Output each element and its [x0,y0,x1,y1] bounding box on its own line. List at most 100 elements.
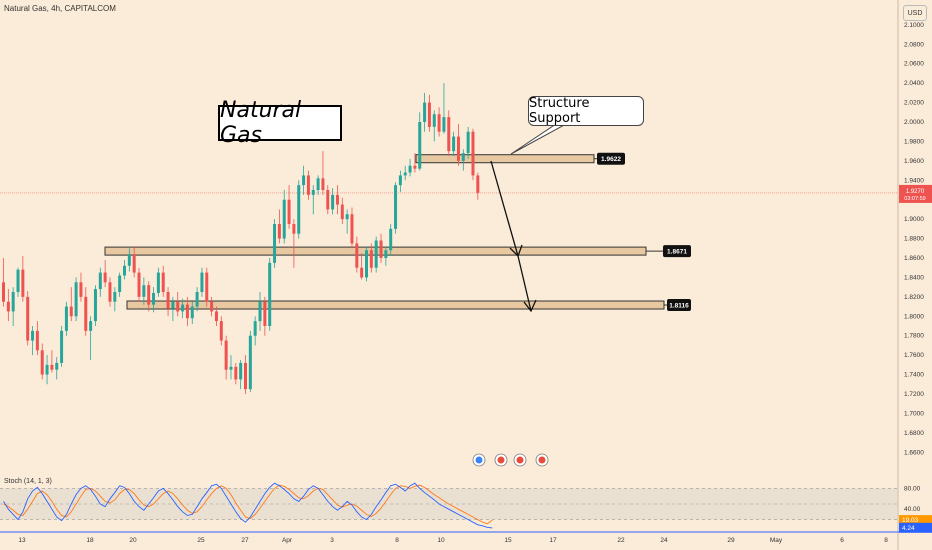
candle-body [302,175,306,186]
candle-body [79,282,83,297]
candle-body [98,272,102,290]
candle-body [273,224,277,263]
y-tick-label: 1.7200 [904,391,924,398]
candle-body [282,199,286,239]
y-tick-label: 1.8400 [904,274,924,281]
candle-body [195,292,199,307]
candle-body [147,285,151,305]
candle-body [292,224,296,234]
structure-support-callout: Structure Support [528,96,644,126]
level-label: 1.8116 [669,303,689,310]
candle-body [234,366,238,380]
y-tick-label: 2.0600 [904,61,924,68]
x-tick-label: 18 [86,537,94,544]
candle-body [258,301,262,322]
candle-body [239,362,243,380]
event-icon-fill [516,456,524,464]
stoch-k-value: 4.24 [902,525,915,532]
stoch-level-label: 40.00 [904,506,921,513]
callout-tail [510,123,567,155]
x-tick-label: 27 [241,537,249,544]
stoch-level-label: 80.00 [904,485,921,492]
candle-body [50,364,54,370]
candle-body [340,204,344,220]
candle-body [205,272,209,302]
candle-body [152,292,156,305]
candle-body [6,301,10,312]
candle-body [16,269,20,292]
candle-body [127,254,131,266]
support-zone [126,300,665,310]
candle-body [442,117,446,132]
candle-body [166,292,170,309]
candle-body [350,214,354,244]
stoch-d-value: 19.03 [902,517,919,524]
level-badge [597,152,625,165]
stoch-d-badge [899,515,932,526]
candle-body [466,131,470,154]
y-tick-label: 1.8600 [904,255,924,262]
y-tick-label: 1.9400 [904,177,924,184]
candle-body [476,175,480,193]
candle-body [11,292,15,312]
candle-body [253,321,257,336]
x-tick-label: 3 [330,537,334,544]
x-tick-label: 15 [504,537,512,544]
x-tick-label: 17 [549,537,557,544]
current-price-badge [899,184,932,203]
y-tick-label: 1.7800 [904,333,924,340]
candle-body [229,366,233,370]
candle-body [84,296,88,331]
candle-body [200,272,204,292]
support-zone [415,154,595,164]
candle-body [214,311,218,322]
candle-body [64,306,68,331]
candle-body [142,285,146,297]
candle-body [365,250,368,278]
stoch-k-badge [899,522,932,533]
candle-body [437,114,441,132]
candle-body [156,272,160,293]
candle-body [118,275,122,292]
candle-body [374,240,378,268]
projection-arrow-2 [517,255,532,312]
y-tick-label: 1.8000 [904,313,924,320]
candle-body [45,364,49,375]
candle-body [40,350,44,375]
candle-body [277,224,281,239]
candle-body [69,306,73,317]
currency-button[interactable]: USD [903,5,927,21]
x-tick-label: 13 [18,537,26,544]
y-tick-label: 1.9800 [904,138,924,145]
candle-body [161,272,165,292]
candle-body [456,136,460,161]
candle-body [74,282,78,317]
candle-body [452,136,456,152]
candle-body [394,185,398,229]
y-tick-label: 1.8800 [904,236,924,243]
candle-body [360,267,364,278]
arrowhead-icon [523,299,537,313]
stoch-d-line [3,484,493,525]
y-tick-label: 2.0000 [904,119,924,126]
candle-body [137,272,141,297]
x-tick-label: 10 [437,537,445,544]
candle-body [345,214,349,220]
candle-body [311,190,315,195]
stoch-label: Stoch (14, 1, 3) [4,478,52,485]
candle-body [224,340,228,370]
y-tick-label: 1.6800 [904,430,924,437]
candle-body [326,190,330,210]
candle-body [335,194,339,205]
candle-body [93,289,97,322]
candle-body [447,117,451,152]
candle-body [171,301,175,309]
candle-body [418,122,422,169]
candle-body [263,301,267,326]
candle-body [389,228,393,251]
event-icon-fill [497,456,505,464]
candle-body [461,153,465,161]
candle-body [268,262,272,326]
x-tick-label: 22 [617,537,625,544]
